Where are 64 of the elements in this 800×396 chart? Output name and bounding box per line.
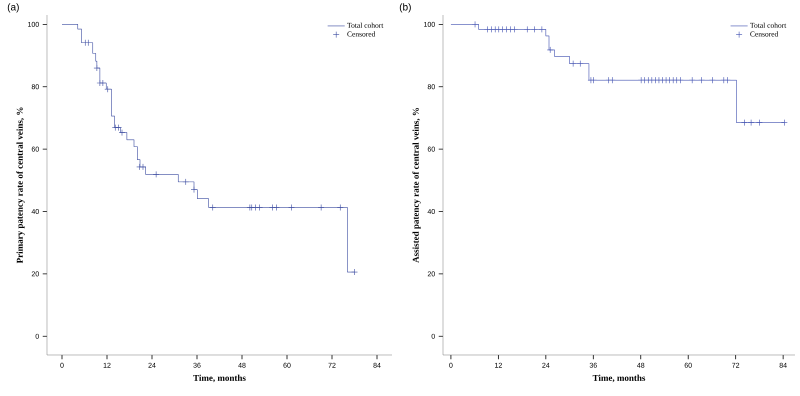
- point: [570, 60, 576, 67]
- point: [472, 21, 478, 28]
- point: [576, 60, 584, 67]
- point: [136, 164, 143, 170]
- point: [546, 46, 554, 54]
- point: [641, 76, 648, 84]
- point: [698, 76, 705, 84]
- point: [351, 268, 358, 276]
- point: [511, 26, 518, 33]
- point: [656, 76, 662, 84]
- point: [152, 171, 160, 178]
- point: [503, 26, 510, 33]
- point: [590, 76, 597, 84]
- point: [524, 26, 531, 33]
- point: [652, 76, 659, 84]
- point: [709, 76, 716, 84]
- y-axis-title: Primary patency rate of central veins, %: [16, 107, 25, 264]
- point: [748, 119, 754, 126]
- point: [605, 76, 612, 84]
- point: [484, 26, 491, 33]
- point: [100, 80, 106, 86]
- point: [662, 76, 670, 84]
- point: [256, 204, 263, 211]
- point: [688, 76, 696, 84]
- point: [209, 204, 216, 211]
- point: [538, 26, 546, 33]
- point: [182, 178, 190, 186]
- chart-title: (a): [8, 3, 19, 13]
- point: [288, 204, 295, 211]
- chart-title: (b): [400, 3, 411, 13]
- point: [666, 76, 673, 84]
- point: [252, 204, 259, 211]
- point: [273, 204, 280, 211]
- point: [507, 26, 514, 33]
- point: [781, 119, 788, 126]
- point: [104, 86, 112, 93]
- point: [492, 26, 499, 33]
- point: [638, 76, 644, 84]
- point: [741, 119, 748, 126]
- y-axis-title: Assisted patency rate of central veins, %: [412, 108, 421, 263]
- point: [140, 164, 146, 170]
- point: [531, 26, 538, 33]
- point: [495, 26, 502, 33]
- point: [318, 204, 324, 211]
- point: [499, 26, 506, 33]
- point: [677, 76, 684, 84]
- point: [246, 204, 254, 211]
- point: [670, 76, 676, 84]
- point: [336, 204, 344, 211]
- x-axis-title: Time, months: [193, 374, 246, 382]
- x-axis-title: Time, months: [592, 374, 646, 382]
- point: [648, 76, 656, 84]
- point: [94, 64, 100, 72]
- point: [673, 76, 680, 84]
- point: [608, 76, 616, 84]
- point: [190, 186, 198, 193]
- point: [724, 76, 731, 84]
- point: [720, 76, 728, 84]
- point: [644, 76, 652, 84]
- point: [488, 26, 495, 33]
- point: [756, 119, 763, 126]
- point: [269, 204, 276, 211]
- point: [248, 204, 256, 211]
- point: [659, 76, 666, 84]
